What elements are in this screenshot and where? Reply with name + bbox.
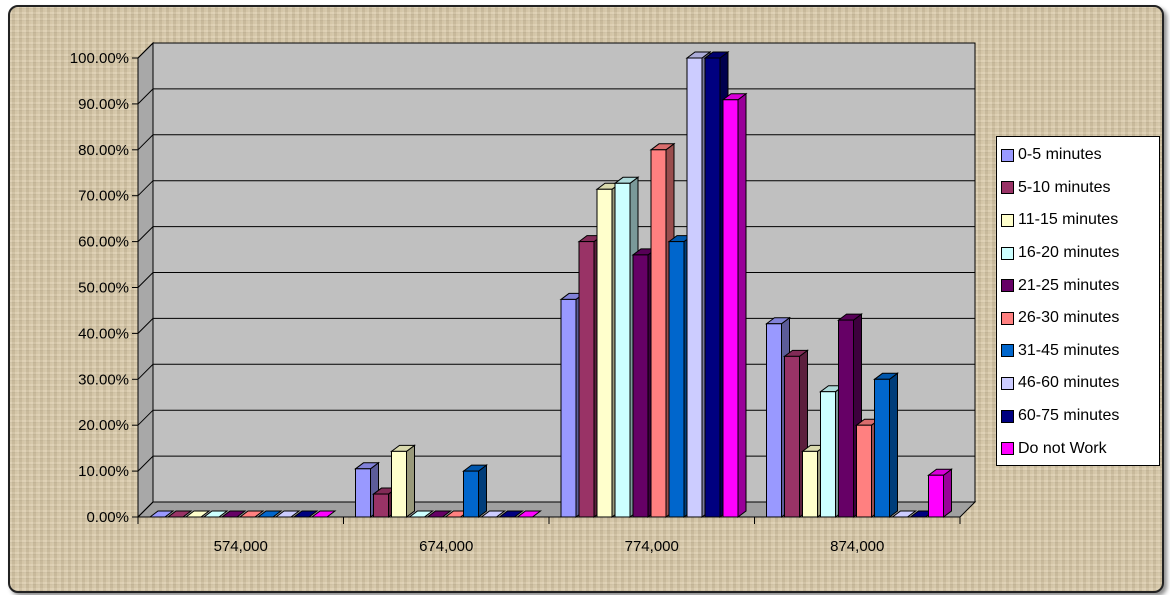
legend-label: 31-45 minutes [1018,341,1120,359]
bar [184,510,211,518]
bar [390,444,416,518]
y-tick-label: 70.00% [78,188,129,205]
bar [166,510,193,518]
bar [721,92,748,518]
x-tick-label: 574,000 [214,538,268,555]
y-tick-label: 60.00% [78,234,129,251]
legend-item: 16-20 minutes [1001,237,1155,270]
y-tick-label: 20.00% [78,417,129,434]
x-tick-label: 874,000 [830,538,884,555]
y-tick-label: 30.00% [78,371,129,388]
legend-swatch [1001,409,1014,423]
bar [202,510,229,518]
legend-item: 5-10 minutes [1001,172,1155,205]
legend-swatch [1001,279,1014,293]
bar [516,510,542,518]
gridline [137,42,975,59]
y-tick-label: 80.00% [78,142,129,159]
bar [480,510,506,518]
x-tick-label: 774,000 [625,538,679,555]
y-tick-label: 50.00% [78,280,129,297]
legend-label: 26-30 minutes [1018,309,1120,327]
y-tick-label: 40.00% [78,325,129,342]
legend-swatch [1001,213,1014,227]
legend-item: 0-5 minutes [1001,139,1155,172]
bar [426,510,452,518]
legend-label: 16-20 minutes [1018,244,1120,262]
bar [462,464,488,518]
legend-swatch [1001,246,1014,260]
bar [310,510,337,518]
legend-item: 31-45 minutes [1001,335,1155,368]
legend-item: 26-30 minutes [1001,302,1155,335]
bar [274,510,301,518]
bar [256,510,283,518]
y-tick-label: 100.00% [70,50,129,67]
bar [408,510,434,518]
x-tick-label: 674,000 [419,538,473,555]
legend-swatch [1001,148,1014,162]
legend-label: 21-25 minutes [1018,276,1120,294]
legend-label: 5-10 minutes [1018,178,1111,196]
bar [148,510,175,518]
legend-item: Do not Work [1001,432,1155,465]
bar [891,510,917,518]
legend-swatch [1001,344,1014,358]
legend-item: 60-75 minutes [1001,400,1155,433]
legend-item: 46-60 minutes [1001,367,1155,400]
bar [873,372,899,518]
legend-swatch [1001,376,1014,390]
bar [498,510,524,518]
bar [927,468,953,518]
legend-item: 11-15 minutes [1001,204,1155,237]
legend-label: Do not Work [1018,439,1107,457]
bar [220,510,247,518]
bar [837,313,863,518]
legend-item: 21-25 minutes [1001,269,1155,302]
legend-label: 46-60 minutes [1018,374,1120,392]
legend-label: 11-15 minutes [1018,211,1119,229]
legend-label: 60-75 minutes [1018,407,1120,425]
y-tick-label: 0.00% [86,509,129,526]
bar [292,510,319,518]
chart-legend: 0-5 minutes 5-10 minutes 11-15 minutes 16-2… [996,136,1160,466]
legend-swatch [1001,181,1014,195]
bar [238,510,265,518]
y-tick-label: 10.00% [78,463,129,480]
legend-swatch [1001,442,1014,456]
legend-label: 0-5 minutes [1018,146,1102,164]
legend-swatch [1001,311,1014,325]
y-tick-label: 90.00% [78,96,129,113]
